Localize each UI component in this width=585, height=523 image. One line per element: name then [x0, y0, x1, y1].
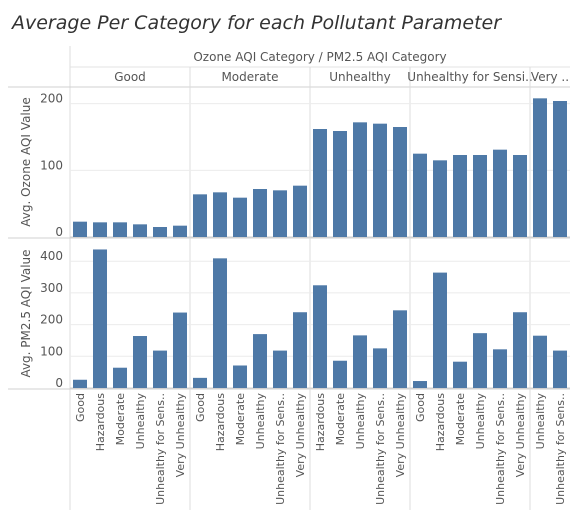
bar [473, 155, 487, 237]
bar [193, 377, 207, 388]
bar [233, 365, 247, 388]
bar [273, 190, 287, 237]
bar [293, 312, 307, 388]
bar [273, 350, 287, 388]
bar [353, 335, 367, 388]
bar [173, 312, 187, 388]
bar [133, 224, 147, 237]
bar [453, 155, 467, 237]
x-tick-label: Hazardous [314, 393, 327, 452]
x-tick-label: Hazardous [434, 393, 447, 452]
y-tick-label: 300 [40, 281, 63, 295]
panel-label: Good [114, 70, 146, 84]
x-tick-label: Very Unhealthy [174, 393, 187, 478]
x-tick-label: Very Unhealthy [394, 393, 407, 478]
column-header: Ozone AQI Category / PM2.5 AQI Category [193, 50, 446, 64]
x-tick-label: Unhealthy [354, 393, 367, 450]
x-tick-label: Unhealthy for Sens.. [554, 393, 567, 505]
bar [93, 222, 107, 237]
bar [233, 197, 247, 237]
panel-label: Very .. [531, 70, 569, 84]
bar [553, 101, 567, 237]
bar [493, 149, 507, 237]
bar [393, 127, 407, 237]
bar [393, 310, 407, 388]
x-tick-label: Hazardous [214, 393, 227, 452]
x-tick-label: Unhealthy [474, 393, 487, 450]
panel-label: Moderate [221, 70, 278, 84]
bar [153, 350, 167, 388]
panel-label: Unhealthy [329, 70, 390, 84]
bar [373, 123, 387, 237]
x-tick-label: Moderate [114, 393, 127, 446]
x-tick-label: Very Unhealthy [514, 393, 527, 478]
bar [433, 160, 447, 237]
x-tick-label: Good [74, 393, 87, 422]
x-tick-label: Very Unhealthy [294, 393, 307, 478]
y-tick-label: 100 [40, 158, 63, 172]
y-tick-label: 200 [40, 313, 63, 327]
bar [73, 379, 87, 388]
bar [213, 192, 227, 237]
bar [133, 336, 147, 388]
bar [333, 360, 347, 388]
bar [413, 381, 427, 388]
x-tick-label: Unhealthy for Sens.. [274, 393, 287, 505]
y-tick-label: 200 [40, 92, 63, 106]
x-tick-label: Hazardous [94, 393, 107, 452]
bar [253, 334, 267, 388]
bar [413, 153, 427, 237]
bar [453, 361, 467, 388]
bar [173, 225, 187, 237]
bar [513, 155, 527, 237]
bar [433, 272, 447, 388]
y-tick-label: 0 [55, 225, 63, 239]
bar [113, 222, 127, 237]
bar [333, 131, 347, 237]
bar [533, 335, 547, 388]
bar [293, 185, 307, 237]
bar [493, 349, 507, 388]
panel-label: Unhealthy for Sensi.. [407, 70, 532, 84]
bar [353, 122, 367, 237]
bar [153, 227, 167, 237]
y-tick-label: 400 [40, 249, 63, 263]
x-tick-label: Unhealthy for Sens.. [494, 393, 507, 505]
bar [213, 258, 227, 388]
bar [73, 221, 87, 237]
x-tick-label: Moderate [334, 393, 347, 446]
bar [253, 189, 267, 237]
bar [473, 333, 487, 388]
bar [113, 367, 127, 388]
x-tick-label: Unhealthy [254, 393, 267, 450]
chart-title: Average Per Category for each Pollutant … [12, 12, 502, 34]
y-axis-title: Avg. Ozone AQI Value [19, 97, 33, 227]
bar [313, 285, 327, 388]
bar [93, 249, 107, 388]
x-tick-label: Unhealthy for Sens.. [374, 393, 387, 505]
x-tick-label: Good [194, 393, 207, 422]
bar [193, 194, 207, 237]
bar [553, 350, 567, 388]
y-tick-label: 0 [55, 376, 63, 390]
x-tick-label: Good [414, 393, 427, 422]
bar [533, 98, 547, 237]
y-axis-title: Avg. PM2.5 AQI Value [19, 249, 33, 377]
x-tick-label: Moderate [234, 393, 247, 446]
y-tick-label: 100 [40, 344, 63, 358]
bar [313, 129, 327, 237]
bar [373, 348, 387, 388]
x-tick-label: Unhealthy [134, 393, 147, 450]
bar [513, 312, 527, 388]
x-tick-label: Moderate [454, 393, 467, 446]
x-tick-label: Unhealthy for Sens.. [154, 393, 167, 505]
x-tick-label: Unhealthy [534, 393, 547, 450]
